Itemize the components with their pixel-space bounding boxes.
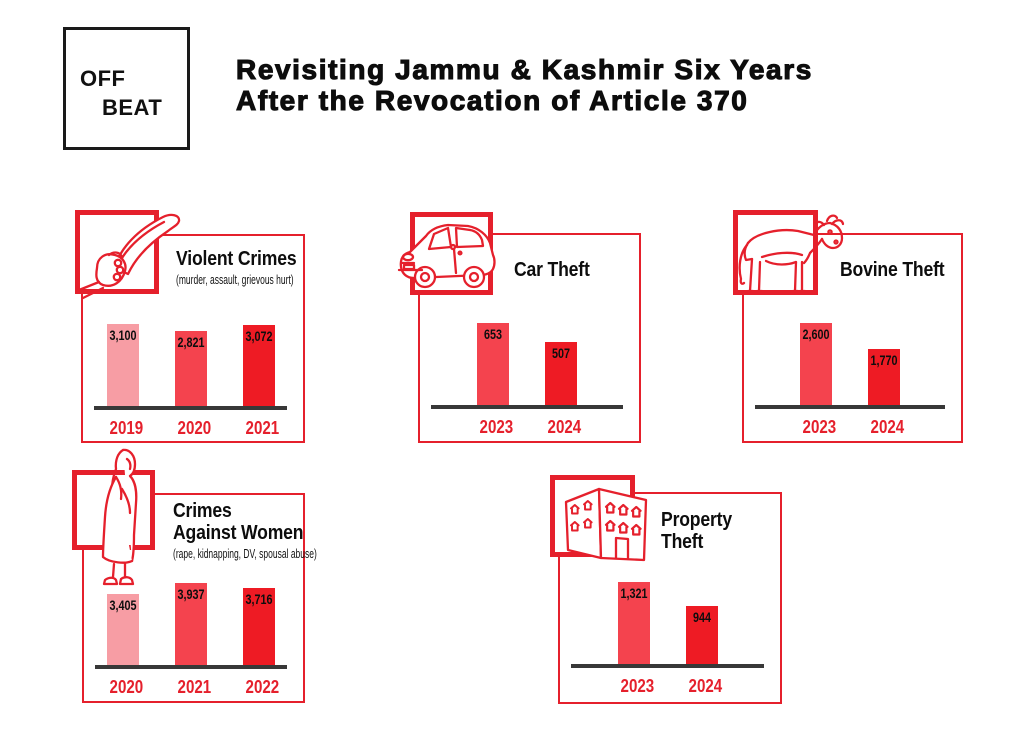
x-tick-label: 2021 [245,418,279,438]
logo-text-off: OFF [80,66,126,91]
bars-area: 3,405 3,937 3,716 [95,495,287,666]
chart-header: Violent Crimes (murder, assault, grievou… [176,248,349,287]
cow-icon [738,214,845,293]
bar-value-label: 1,770 [870,353,898,368]
x-tick-label: 2024 [547,417,582,437]
logo-text-beat: BEAT [102,95,163,120]
chart-subtitle: (murder, assault, grievous hurt) [176,273,294,287]
x-tick-label: 2022 [245,677,280,697]
chart-card-property-theft: Property Theft 1,321 944 2023 2024 [550,475,782,704]
bar-value-label: 3,072 [244,329,273,344]
x-tick-row: 2023 2024 [755,417,945,438]
x-tick-row: 2019 2020 2021 [94,418,287,439]
chart-card-crimes-against-women: Crimes Against Women (rape, kidnapping, … [72,448,317,703]
bar-value-label: 944 [692,610,711,625]
x-tick-label: 2020 [109,677,144,697]
bar-value-label: 507 [551,346,571,361]
chart-title: Violent Crimes [176,248,297,270]
bar: 2,821 [174,331,207,407]
x-tick-row: 2020 2021 2022 [95,677,287,698]
bars-area: 2,600 1,770 [755,235,945,406]
bar: 3,072 [242,325,275,407]
chart-header: Property Theft [661,509,742,553]
x-tick-row: 2023 2024 [431,417,623,438]
bar-value-label: 2,600 [802,327,830,342]
bar-value-label: 3,716 [245,592,273,607]
x-axis-line [571,664,764,668]
woman-icon [101,448,138,586]
chart-header: Car Theft [514,259,600,281]
bars-area: 653 507 [431,235,623,406]
bar: 2,600 [800,323,832,406]
knife-icon [77,213,181,300]
chart-header: Crimes Against Women (rape, kidnapping, … [173,500,384,561]
building-icon [564,487,648,562]
x-tick-row: 2023 2024 [571,676,764,697]
page-title: Revisiting Jammu & Kashmir Six Years Aft… [235,53,813,116]
chart-title-line-1: Crimes [173,500,232,522]
chart-subtitle: (rape, kidnapping, DV, spousal abuse) [173,547,317,561]
page-title-line-1: Revisiting Jammu & Kashmir Six Years [235,53,813,85]
offbeat-logo: OFF BEAT [63,27,190,150]
chart-title: Bovine Theft [840,259,945,281]
bars-area: 3,100 2,821 3,072 [94,236,287,407]
bar: 653 [477,323,509,406]
bar: 3,716 [243,588,275,666]
icon-frame [733,210,818,295]
x-tick-label: 2021 [177,677,212,697]
x-tick-label: 2023 [479,417,514,437]
chart-header: Bovine Theft [840,259,959,281]
bar-value-label: 2,821 [176,335,205,350]
chart-title-line-2: Theft [661,531,704,553]
x-axis-line [431,405,623,409]
x-tick-label: 2024 [688,676,722,696]
x-axis-line [755,405,945,409]
car-icon [397,223,496,289]
bar: 3,100 [106,324,139,407]
bar: 1,321 [617,582,650,665]
bar: 3,937 [175,583,207,666]
bar: 1,770 [868,349,900,406]
bars-area: 1,321 944 [571,494,764,665]
x-tick-label: 2024 [870,417,905,437]
x-tick-label: 2020 [177,418,211,438]
chart-card-car-theft: Car Theft 653 507 2023 2024 [397,212,641,443]
bar: 507 [545,342,577,406]
bar: 3,405 [107,594,139,666]
bar-value-label: 653 [483,327,503,342]
bar-value-label: 3,405 [109,598,137,613]
bar-value-label: 3,937 [177,587,205,602]
x-axis-line [94,406,287,410]
bar-value-label: 3,100 [108,328,137,343]
chart-card-bovine-theft: Bovine Theft 2,600 1,770 2023 2024 [733,210,963,443]
x-tick-label: 2023 [620,676,654,696]
chart-title-line-1: Property [661,509,732,531]
chart-card-violent-crimes: Violent Crimes (murder, assault, grievou… [75,210,305,443]
x-tick-label: 2019 [109,418,143,438]
chart-title: Car Theft [514,259,590,281]
x-tick-label: 2023 [802,417,837,437]
x-axis-line [95,665,287,669]
page-title-line-2: After the Revocation of Article 370 [235,84,749,116]
bar-value-label: 1,321 [619,586,648,601]
chart-title-line-2: Against Women [173,522,304,544]
bar: 944 [685,606,718,665]
